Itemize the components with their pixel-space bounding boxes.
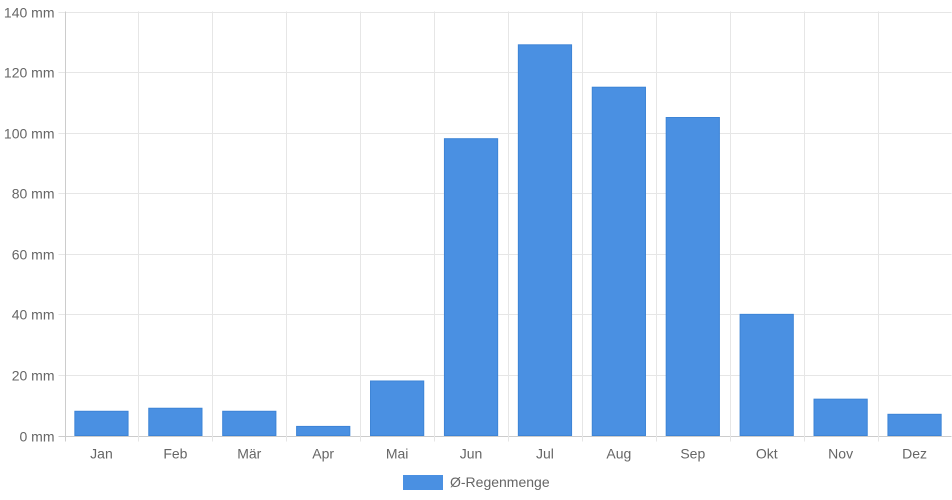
y-tick-label: 40 mm bbox=[12, 307, 55, 323]
bar-series bbox=[74, 44, 942, 437]
y-tick-label: 60 mm bbox=[12, 247, 55, 263]
legend-label: Ø-Regenmenge bbox=[450, 474, 550, 490]
y-tick-label: 100 mm bbox=[4, 126, 55, 142]
x-tick-label: Okt bbox=[756, 446, 778, 462]
y-axis-ticks: 0 mm 20 mm 40 mm 60 mm 80 mm 100 mm 120 mm 140 … bbox=[4, 5, 55, 445]
bar-Sep[interactable] bbox=[665, 117, 720, 436]
legend[interactable]: Ø-Regenmenge bbox=[403, 474, 550, 490]
y-tick-label: 0 mm bbox=[20, 429, 55, 445]
x-tick-label: Mai bbox=[386, 446, 409, 462]
x-axis-ticks: Jan Feb Mär Apr Mai Jun Jul Aug Sep Okt Nov Dez bbox=[90, 446, 927, 462]
bar-Dez[interactable] bbox=[887, 413, 942, 436]
bar-Aug[interactable] bbox=[591, 86, 646, 436]
x-tick-label: Feb bbox=[163, 446, 187, 462]
x-tick-label: Apr bbox=[312, 446, 334, 462]
bar-Jun[interactable] bbox=[443, 138, 499, 436]
x-tick-label: Aug bbox=[606, 446, 631, 462]
x-tick-label: Jan bbox=[90, 446, 113, 462]
y-tick-label: 120 mm bbox=[4, 65, 55, 81]
x-tick-label: Dez bbox=[902, 446, 927, 462]
bar-Nov[interactable] bbox=[813, 398, 868, 436]
y-tick-label: 140 mm bbox=[4, 5, 55, 21]
x-tick-label: Jul bbox=[536, 446, 554, 462]
bar-Mär[interactable] bbox=[222, 410, 277, 436]
y-tick-label: 20 mm bbox=[12, 368, 55, 384]
bar-Jan[interactable] bbox=[74, 410, 129, 436]
bar-Okt[interactable] bbox=[739, 313, 794, 437]
x-tick-label: Nov bbox=[828, 446, 853, 462]
bar-Mai[interactable] bbox=[370, 380, 425, 437]
y-tick-label: 80 mm bbox=[12, 186, 55, 202]
x-tick-label: Mär bbox=[237, 446, 261, 462]
bar-Jul[interactable] bbox=[517, 44, 573, 436]
bar-Feb[interactable] bbox=[148, 407, 203, 437]
bar-Apr[interactable] bbox=[296, 425, 351, 436]
grid-lines bbox=[58, 11, 952, 442]
x-tick-label: Sep bbox=[680, 446, 705, 462]
x-tick-label: Jun bbox=[460, 446, 483, 462]
legend-swatch bbox=[403, 475, 443, 490]
